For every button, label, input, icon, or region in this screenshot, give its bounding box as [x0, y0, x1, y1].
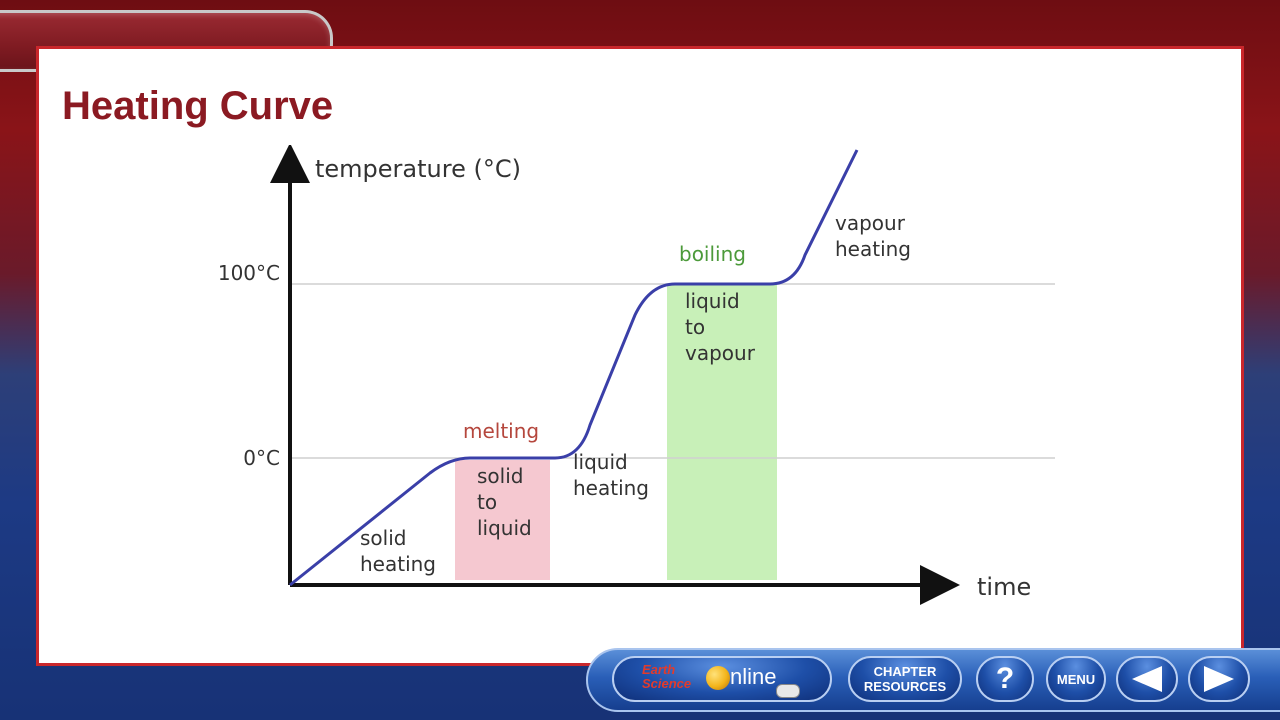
solid-to-liquid-label-line1: solid	[477, 464, 523, 488]
menu-label: MENU	[1056, 671, 1096, 687]
y-axis-label: temperature (°C)	[315, 155, 521, 183]
liquid-to-vapour-label-line3: vapour	[685, 341, 756, 365]
boiling-label: boiling	[679, 242, 746, 266]
liquid-to-vapour-label-line1: liquid	[685, 289, 740, 313]
globe-icon	[706, 666, 730, 690]
chapter-resources-button[interactable]: CHAPTER RESOURCES	[848, 656, 962, 702]
solid-heating-label-line1: solid	[360, 526, 406, 550]
liquid-heating-label-line1: liquid	[573, 450, 628, 474]
left-arrow-icon	[1132, 666, 1162, 692]
help-button[interactable]: ?	[976, 656, 1034, 702]
heating-curve-line	[289, 149, 859, 587]
tick-label-100c: 100°C	[218, 261, 280, 285]
slide-panel	[36, 46, 1244, 666]
solid-to-liquid-zone	[455, 460, 550, 580]
diagram-canvas: temperature (°C) time 0°C 100°C solid he…	[218, 145, 1055, 605]
solid-heating-label-line2: heating	[360, 552, 436, 576]
solid-to-liquid-label-line2: to	[477, 490, 497, 514]
previous-slide-button[interactable]	[1116, 656, 1178, 702]
earth-science-online-button[interactable]: Earth Science nline	[612, 656, 832, 702]
liquid-heating-label-line2: heating	[573, 476, 649, 500]
chapter-resources-line1: CHAPTER	[873, 664, 937, 679]
x-axis-label: time	[977, 573, 1031, 601]
mouse-icon	[776, 684, 800, 698]
slide-title: Heating Curve	[62, 84, 334, 128]
question-mark-icon: ?	[995, 662, 1015, 695]
logo-earth-text: Earth	[642, 662, 676, 677]
menu-button[interactable]: MENU	[1046, 656, 1106, 702]
logo-online-text: nline	[730, 664, 777, 689]
vapour-heating-label-line1: vapour	[835, 211, 906, 235]
melting-label: melting	[463, 419, 539, 443]
right-arrow-icon	[1204, 666, 1234, 692]
heating-curve-diagram: temperature (°C) time 0°C 100°C solid he…	[205, 145, 1055, 605]
liquid-to-vapour-zone	[667, 285, 777, 580]
tick-label-0c: 0°C	[243, 446, 280, 470]
vapour-heating-label-line2: heating	[835, 237, 911, 261]
logo-science-text: Science	[642, 676, 692, 691]
chapter-resources-line2: RESOURCES	[863, 679, 947, 694]
solid-to-liquid-label-line3: liquid	[477, 516, 532, 540]
liquid-to-vapour-label-line2: to	[685, 315, 705, 339]
next-slide-button[interactable]	[1188, 656, 1250, 702]
